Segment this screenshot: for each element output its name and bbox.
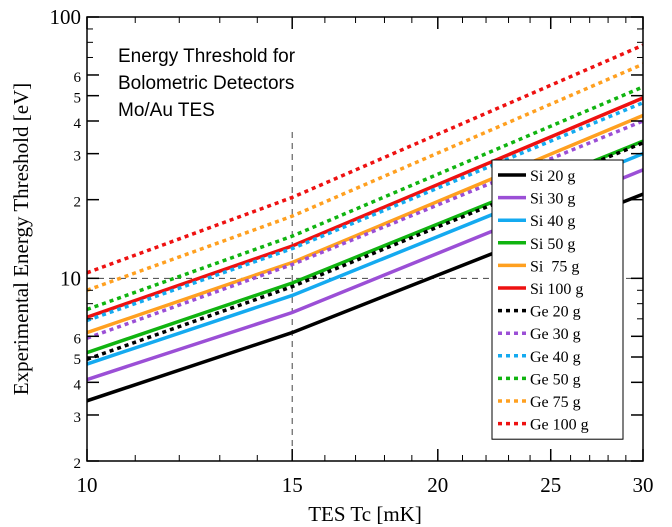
x-tick-label: 20: [427, 473, 448, 497]
legend-label-8: Ge 40 g: [530, 349, 581, 366]
x-tick-label: 10: [77, 473, 98, 497]
legend-label-10: Ge 75 g: [530, 394, 581, 411]
y-tick-label: 3: [74, 410, 82, 426]
legend-box: [491, 159, 624, 440]
y-tick-label: 5: [74, 352, 82, 368]
legend-label-4: Si 75 g: [530, 258, 579, 275]
y-tick-label: 10: [60, 266, 81, 290]
y-axis-title: Experimental Energy Threshold [eV]: [9, 83, 33, 395]
legend-label-3: Si 50 g: [530, 236, 575, 253]
y-tick-label: 2: [74, 195, 82, 211]
legend-label-0: Si 20 g: [530, 168, 575, 185]
legend-label-11: Ge 100 g: [530, 417, 589, 434]
series-line-6: [87, 141, 643, 361]
series-line-10: [87, 62, 643, 292]
y-tick-label: 6: [74, 70, 82, 86]
legend-label-9: Ge 50 g: [530, 371, 581, 388]
annotation-line: Mo/Au TES: [118, 100, 215, 121]
y-tick-label: 100: [50, 5, 82, 29]
legend-label-5: Si 100 g: [530, 281, 583, 298]
annotation-line: Energy Threshold for: [118, 46, 296, 67]
legend-label-2: Si 40 g: [530, 213, 575, 230]
y-tick-label: 5: [74, 91, 82, 107]
x-axis-title: TES Tc [mK]: [308, 502, 422, 526]
series-line-5: [87, 96, 643, 319]
series-group: [87, 43, 643, 403]
legend-label-7: Ge 30 g: [530, 326, 581, 343]
series-line-9: [87, 85, 643, 312]
legend: Si 20 g Si 30 g Si 40 g Si 50 g Si 75 g Si 10…: [491, 159, 624, 440]
legend-label-6: Ge 20 g: [530, 304, 581, 321]
plot-frame: [86, 16, 644, 462]
y-tick-label: 2: [74, 456, 82, 472]
annotation-line: Bolometric Detectors: [118, 73, 294, 94]
x-tick-label: 15: [282, 473, 303, 497]
y-tick-label: 6: [74, 331, 82, 347]
x-tick-label: 25: [540, 473, 561, 497]
y-tick-label: 4: [74, 116, 82, 132]
series-line-11: [87, 43, 643, 275]
series-line-8: [87, 101, 643, 323]
x-tick-label: 30: [633, 473, 654, 497]
y-tick-label: 4: [74, 377, 82, 393]
y-tick-label: 3: [74, 149, 82, 165]
series-line-7: [87, 119, 643, 340]
legend-label-1: Si 30 g: [530, 191, 575, 208]
